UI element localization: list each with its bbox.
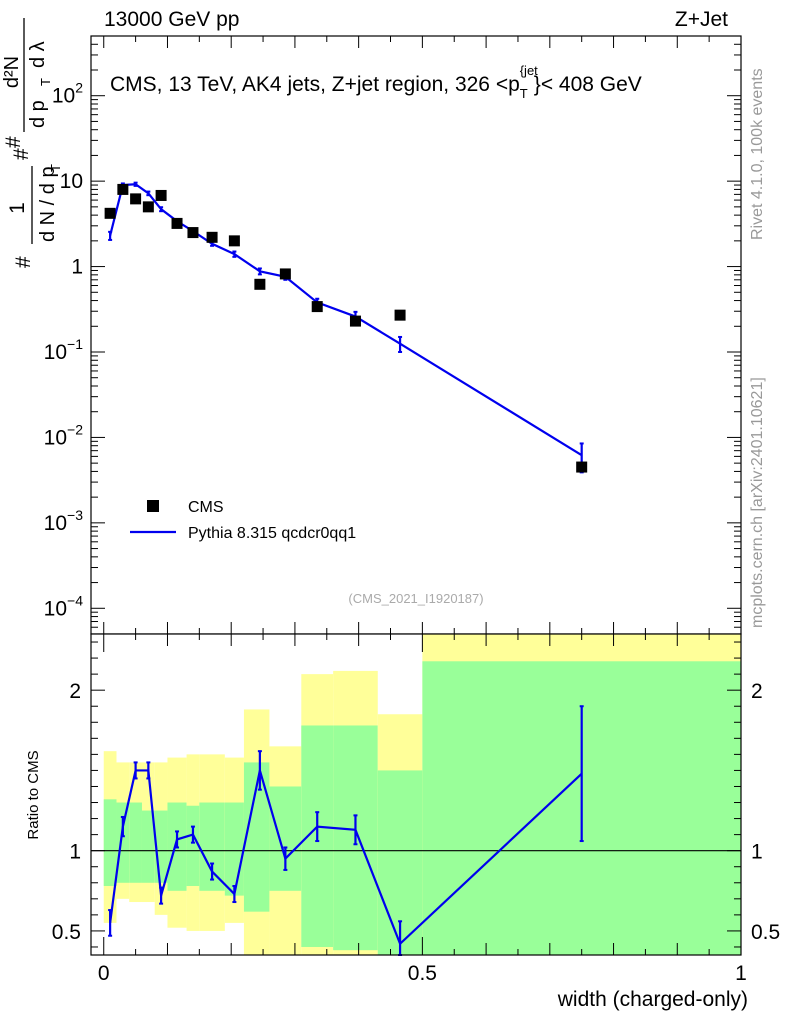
main-y-tick-base: 10	[44, 597, 67, 620]
main-y-tick-exp: 2	[75, 80, 83, 96]
energy-label: 13000 GeV pp	[104, 8, 239, 31]
main-y-tick-base: 10	[44, 512, 67, 535]
ratio-y-tick-label-left: 0.5	[52, 921, 81, 944]
cms-data-point	[155, 189, 167, 201]
main-y-tick-base: 10	[52, 85, 75, 108]
cms-data-point	[254, 278, 266, 290]
rivet-version-label: Rivet 4.1.0, 100k events	[749, 68, 766, 240]
y-label-dndpt-sub: T	[48, 164, 63, 172]
cms-data-point	[104, 207, 116, 219]
y-label-dpt: d p	[27, 100, 49, 128]
main-y-tick-label: 10−4	[44, 592, 84, 620]
cms-data-point	[311, 301, 323, 313]
cms-data-point	[142, 201, 154, 213]
ratio-plot-frame	[90, 633, 742, 956]
y-label-hash2: #	[10, 148, 33, 160]
y-label-dl: d λ	[27, 41, 49, 68]
ratio-x-tick-label: 0.5	[408, 962, 437, 985]
main-y-tick-exp: −3	[67, 507, 83, 523]
cms-data-point	[576, 461, 588, 473]
legend: CMS Pythia 8.315 qcdcr0qq1	[130, 499, 356, 542]
main-y-tick-label: 10−3	[44, 507, 84, 535]
cms-data-point	[349, 315, 361, 327]
cms-data-point	[130, 193, 142, 205]
main-y-tick-base: 10	[44, 341, 67, 364]
plot-title-sup: {jet	[520, 63, 538, 78]
plot-title-tail: < 408 GeV	[541, 73, 642, 96]
ratio-band-green	[224, 802, 244, 896]
main-plot-marks	[104, 181, 588, 474]
main-y-tick-exp: −2	[67, 421, 83, 437]
main-y-tick-base: 10	[44, 426, 67, 449]
mcplots-label: mcplots.cern.ch [arXiv:2401.10621]	[749, 377, 766, 628]
y-label-dpt-sub: T	[38, 78, 53, 86]
main-y-label: # 1 d N / d p T # # d²N d p T d λ	[1, 18, 63, 268]
ratio-band-green	[129, 802, 142, 883]
ratio-y-label: Ratio to CMS	[25, 750, 42, 839]
cms-data-point	[228, 235, 240, 247]
main-y-tick-exp: −1	[67, 336, 83, 352]
cms-data-point	[187, 227, 199, 239]
main-y-tick-label: 1	[71, 256, 83, 279]
ratio-x-tick-label: 0	[98, 962, 110, 985]
plot-title-main: CMS, 13 TeV, AK4 jets, Z+jet region, 326…	[110, 73, 520, 96]
ratio-y-tick-label-left: 2	[69, 680, 81, 703]
ratio-band-green	[103, 799, 117, 886]
plot-title-sup-close: }	[534, 73, 541, 96]
cms-data-point	[279, 268, 291, 280]
ratio-band-green	[141, 810, 155, 883]
main-y-tick-label: 102	[52, 80, 83, 108]
x-axis-label: width (charged-only)	[557, 988, 748, 1011]
main-plot-background	[91, 36, 741, 634]
ratio-band-green	[116, 802, 130, 883]
cms-data-point	[394, 309, 406, 321]
analysis-watermark: (CMS_2021_I1920187)	[348, 591, 483, 606]
ratio-y-tick-label-left: 1	[69, 841, 81, 864]
legend-pythia-label: Pythia 8.315 qcdcr0qq1	[188, 525, 356, 542]
legend-cms-label: CMS	[188, 499, 224, 516]
cms-data-point	[117, 183, 129, 195]
cms-data-point	[171, 217, 183, 229]
legend-cms-marker	[147, 500, 159, 512]
ratio-marks	[108, 705, 584, 956]
y-label-one: 1	[6, 202, 29, 214]
svg-text:#: #	[12, 256, 35, 268]
main-y-tick-label: 10−1	[44, 336, 84, 364]
ratio-band-green	[269, 786, 302, 891]
ratio-y-tick-label-right: 0.5	[751, 921, 780, 944]
main-y-tick-label: 10−2	[44, 421, 84, 449]
ratio-band-green	[186, 805, 200, 886]
y-label-d2n: d²N	[1, 56, 23, 88]
main-y-tick-label: 10	[60, 170, 83, 193]
ratio-y-tick-label-right: 1	[751, 841, 763, 864]
main-y-tick-exp: −4	[67, 592, 83, 608]
plot-title: CMS, 13 TeV, AK4 jets, Z+jet region, 326…	[110, 63, 642, 101]
process-label: Z+Jet	[675, 8, 728, 31]
y-label-dndpt: d N / d p	[37, 166, 59, 242]
cms-data-point	[206, 231, 218, 243]
ratio-y-tick-label-right: 2	[751, 680, 763, 703]
ratio-x-tick-label: 1	[735, 962, 747, 985]
y-label-hash1: #	[12, 256, 35, 268]
y-label-hash3: #	[2, 136, 25, 148]
ratio-plot-panel: 0.5 0.51 12 20 0.5 1 Ratio to CMS width (char…	[25, 633, 780, 1011]
plot-title-sub: T	[520, 86, 528, 101]
ratio-ticks: 0.5 0.51 12 20 0.5 1	[52, 634, 780, 985]
